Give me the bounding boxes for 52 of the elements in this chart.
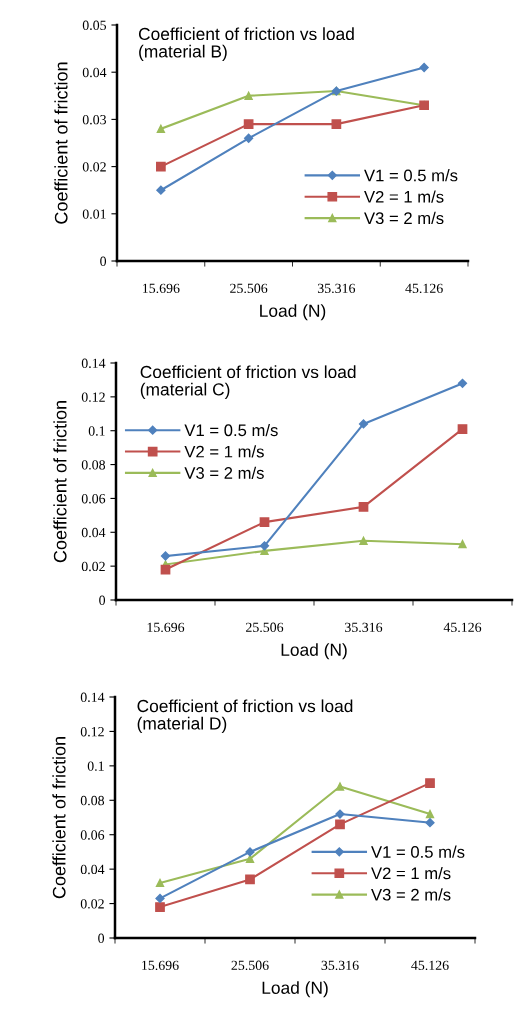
y-tick-label: 0.03 bbox=[82, 114, 107, 125]
legend-label: V3 = 2 m/s bbox=[184, 466, 264, 479]
y-tick-label: 0.14 bbox=[81, 358, 106, 369]
legend-label: V3 = 2 m/s bbox=[371, 888, 451, 901]
y-tick-label: 0 bbox=[99, 595, 106, 605]
x-tick-label: 45.126 bbox=[405, 283, 443, 294]
legend-label: V2 = 1 m/s bbox=[184, 445, 264, 458]
y-tick-label: 0.02 bbox=[81, 561, 105, 572]
x-tick-label: 25.506 bbox=[231, 960, 269, 971]
y-axis-title: Coefficient of friction bbox=[54, 62, 68, 224]
y-tick-label: 0 bbox=[98, 933, 105, 943]
y-tick-label: 0.02 bbox=[82, 162, 106, 172]
legend-label: V2 = 1 m/s bbox=[364, 190, 444, 203]
y-tick-label: 0.06 bbox=[81, 494, 106, 504]
y-tick-label: 0.1 bbox=[87, 761, 104, 771]
x-tick-label: 35.316 bbox=[345, 622, 383, 633]
x-tick-label: 45.126 bbox=[411, 960, 449, 971]
y-tick-label: 0.12 bbox=[80, 727, 104, 737]
y-tick-label: 0 bbox=[100, 256, 107, 266]
x-tick-label: 25.506 bbox=[230, 283, 268, 294]
x-axis-title: Load (N) bbox=[281, 643, 347, 660]
y-tick-label: 0.14 bbox=[80, 692, 105, 703]
x-tick-label: 35.316 bbox=[317, 283, 356, 294]
y-tick-label: 0.04 bbox=[82, 67, 107, 78]
y-axis-title: Coefficient of friction bbox=[52, 737, 66, 899]
y-tick-label: 0.1 bbox=[88, 426, 105, 436]
y-tick-label: 0.02 bbox=[80, 899, 104, 909]
y-tick-label: 0.06 bbox=[80, 830, 105, 840]
legend-label: V2 = 1 m/s bbox=[371, 866, 451, 880]
x-tick-label: 45.126 bbox=[443, 622, 482, 633]
x-tick-label: 25.506 bbox=[246, 622, 284, 633]
y-tick-label: 0.01 bbox=[82, 209, 106, 219]
legend-label: V1 = 0.5 m/s bbox=[371, 845, 465, 858]
text: Coefficient of friction vs load (material C) bbox=[140, 365, 356, 399]
x-axis-title: Load (N) bbox=[262, 981, 328, 998]
y-tick-label: 0.04 bbox=[81, 527, 106, 538]
x-tick-label: 15.696 bbox=[142, 960, 179, 971]
text: Coefficient of friction vs load (material D) bbox=[137, 699, 353, 734]
x-tick-label: 35.316 bbox=[321, 960, 359, 971]
y-tick-label: 0.08 bbox=[80, 795, 105, 806]
y-tick-label: 0.12 bbox=[81, 392, 105, 402]
x-tick-label: 15.696 bbox=[147, 622, 185, 633]
legend-label: V1 = 0.5 m/s bbox=[364, 169, 458, 182]
y-tick-label: 0.04 bbox=[80, 864, 105, 875]
x-tick-label: 15.696 bbox=[143, 283, 180, 294]
legend-label: V1 = 0.5 m/s bbox=[184, 423, 278, 437]
x-axis-title: Load (N) bbox=[260, 304, 326, 321]
text: Coefficient of friction vs load (material B) bbox=[138, 27, 354, 61]
y-tick-label: 0.08 bbox=[81, 460, 106, 470]
y-axis-title: Coefficient of friction bbox=[53, 401, 67, 563]
y-tick-label: 0.05 bbox=[82, 20, 107, 31]
legend-label: V3 = 2 m/s bbox=[364, 211, 444, 225]
